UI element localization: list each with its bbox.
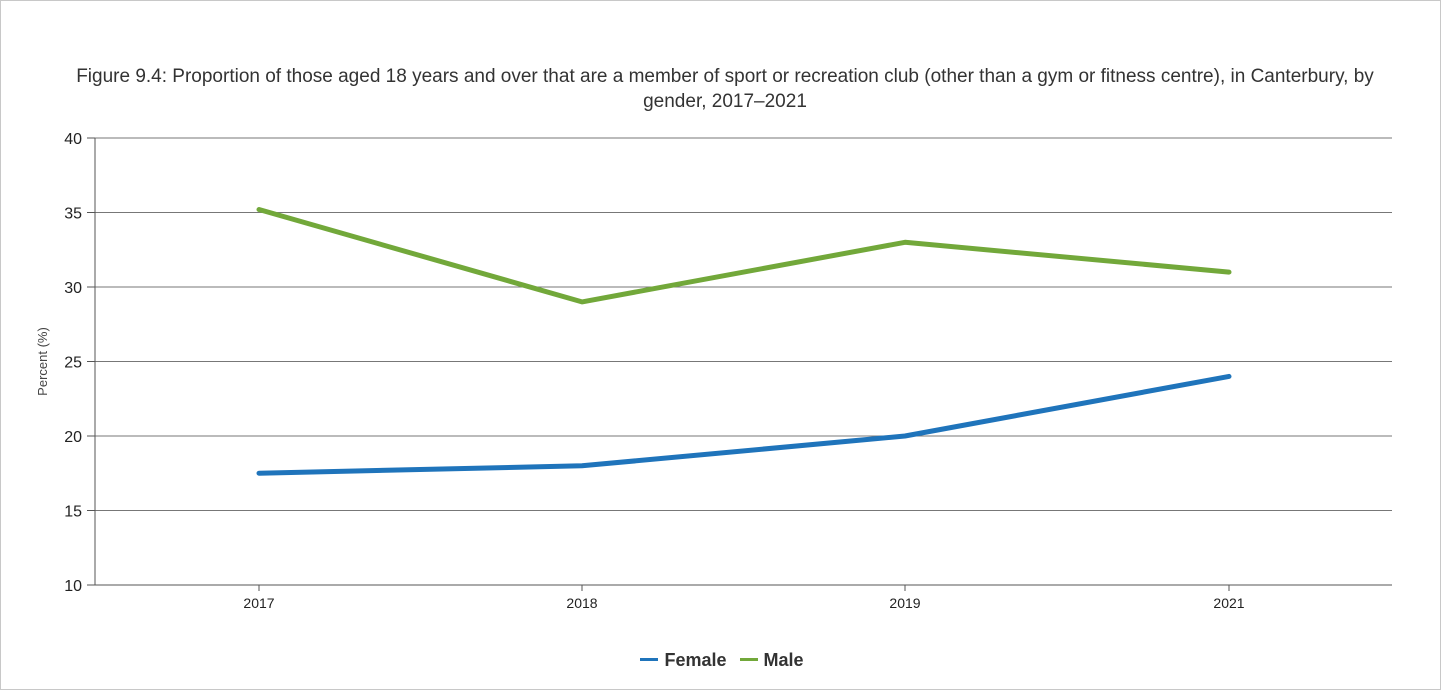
axes bbox=[87, 137, 1392, 591]
series-line-male bbox=[256, 207, 1232, 305]
legend: Female Male bbox=[0, 643, 1444, 672]
legend-label-female: Female bbox=[664, 649, 727, 670]
series-line-female bbox=[256, 373, 1232, 476]
gridlines bbox=[95, 137, 1392, 511]
legend-item-male: Male bbox=[739, 648, 804, 672]
x-tick-label-2017: 2017 bbox=[243, 595, 274, 611]
x-tick-label-2018: 2018 bbox=[566, 595, 597, 611]
y-tick-labels: 10 15 20 25 30 35 40 bbox=[64, 131, 82, 595]
y-tick-label-35: 35 bbox=[64, 206, 82, 223]
x-tick-label-2021: 2021 bbox=[1213, 595, 1244, 611]
y-tick-label-20: 20 bbox=[64, 429, 82, 446]
chart-title: Figure 9.4: Proportion of those aged 18 … bbox=[76, 66, 1374, 112]
y-tick-label-10: 10 bbox=[64, 578, 82, 595]
legend-label-male: Male bbox=[763, 649, 804, 670]
legend-swatch-female bbox=[640, 658, 659, 661]
y-axis-label: Percent (%) bbox=[35, 327, 50, 396]
legend-swatch-male bbox=[739, 658, 758, 661]
series-lines bbox=[256, 207, 1232, 476]
y-tick-label-30: 30 bbox=[64, 280, 82, 297]
y-tick-label-15: 15 bbox=[64, 504, 82, 521]
legend-item-female: Female bbox=[640, 648, 727, 672]
y-tick-label-25: 25 bbox=[64, 355, 82, 372]
y-tick-label-40: 40 bbox=[64, 131, 82, 148]
x-tick-labels: 2017 2018 2019 2021 bbox=[243, 595, 1244, 611]
x-tick-label-2019: 2019 bbox=[889, 595, 920, 611]
